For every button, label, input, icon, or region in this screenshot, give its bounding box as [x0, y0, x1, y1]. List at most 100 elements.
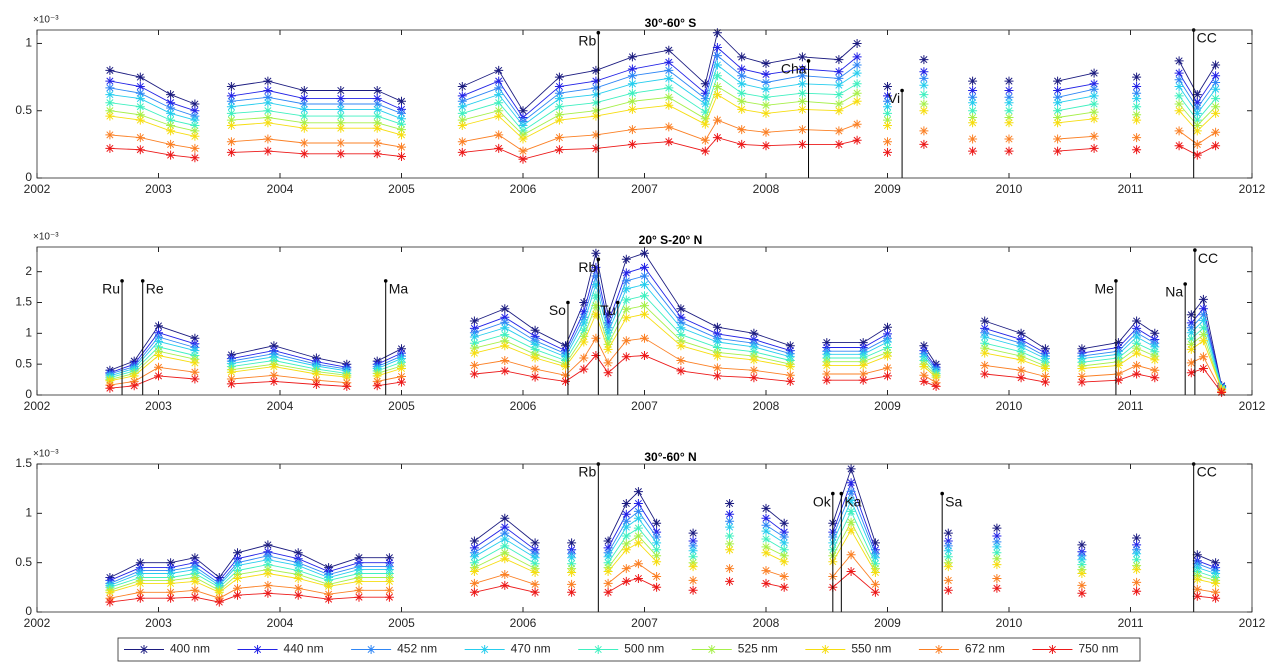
marker: [263, 146, 273, 156]
marker: [621, 516, 631, 526]
marker: [135, 115, 145, 125]
marker: [469, 332, 479, 342]
event-label: Ok: [813, 493, 832, 509]
marker: [737, 88, 747, 98]
y-tick-label: 1: [25, 326, 32, 340]
marker: [852, 135, 862, 145]
legend-label: 550 nm: [851, 642, 891, 656]
marker: [1192, 584, 1202, 594]
marker: [591, 301, 601, 311]
marker: [779, 532, 789, 542]
marker: [214, 597, 224, 607]
marker: [603, 339, 613, 349]
chart-title: 30°-60° S: [645, 16, 697, 30]
marker: [725, 522, 735, 532]
marker: [652, 557, 662, 567]
marker: [652, 572, 662, 581]
marker: [968, 92, 978, 102]
marker: [500, 513, 510, 523]
marker: [749, 355, 759, 365]
marker: [591, 98, 601, 108]
marker: [1053, 146, 1063, 156]
marker: [883, 108, 892, 118]
marker: [652, 551, 662, 561]
marker: [226, 147, 236, 157]
marker: [105, 106, 115, 116]
marker: [190, 115, 200, 125]
marker: [1004, 113, 1014, 122]
marker: [397, 152, 406, 161]
event-dot: [1183, 282, 1187, 286]
marker: [591, 106, 601, 116]
marker: [779, 557, 789, 567]
marker: [640, 271, 649, 281]
plot-area: [37, 30, 1252, 178]
marker: [263, 98, 273, 108]
x-tick-label: 2006: [510, 616, 537, 630]
chart-title: 20° S-20° N: [639, 233, 703, 247]
marker: [397, 130, 406, 140]
plot-frame: [36, 29, 1253, 179]
marker: [676, 304, 686, 314]
marker: [518, 154, 528, 164]
marker: [1077, 555, 1087, 565]
marker: [603, 310, 613, 320]
marker: [676, 317, 686, 327]
marker: [342, 381, 352, 391]
marker: [1016, 342, 1026, 352]
marker: [1132, 115, 1142, 125]
marker: [852, 96, 862, 106]
marker: [591, 262, 601, 272]
marker: [1211, 127, 1221, 137]
marker: [135, 102, 145, 112]
marker: [1132, 549, 1142, 559]
marker: [1053, 134, 1063, 144]
marker: [166, 103, 176, 113]
marker: [1053, 106, 1063, 116]
x-tick-label: 2006: [510, 182, 537, 196]
marker: [299, 104, 309, 114]
marker: [233, 574, 242, 583]
marker: [846, 464, 856, 474]
marker: [621, 336, 631, 346]
event-dot: [839, 491, 844, 496]
marker: [992, 554, 1002, 564]
marker: [858, 369, 868, 379]
marker: [190, 367, 200, 377]
marker: [591, 333, 601, 343]
y-tick-label: 0.5: [15, 356, 32, 370]
marker: [500, 548, 510, 558]
marker: [384, 585, 394, 595]
marker: [263, 540, 273, 550]
event-label: Ru: [102, 281, 120, 297]
marker: [397, 125, 406, 135]
marker: [1211, 587, 1221, 597]
marker: [919, 362, 929, 372]
marker: [883, 147, 892, 157]
marker: [263, 569, 273, 578]
marker: [870, 559, 880, 569]
marker: [1174, 91, 1184, 101]
marker: [1192, 90, 1202, 100]
y-tick-label: 0.5: [15, 555, 32, 569]
marker: [1150, 365, 1160, 375]
marker: [293, 590, 303, 600]
marker: [457, 96, 467, 106]
marker: [676, 356, 686, 365]
marker: [1040, 372, 1050, 381]
marker: [269, 376, 279, 386]
marker: [688, 585, 698, 595]
marker: [500, 336, 510, 346]
marker: [500, 541, 510, 551]
marker: [700, 135, 710, 145]
marker: [1132, 145, 1142, 155]
marker: [1198, 352, 1208, 362]
marker: [372, 381, 382, 391]
marker: [1211, 71, 1221, 81]
marker: [652, 545, 662, 555]
marker: [336, 138, 346, 148]
marker: [554, 102, 564, 112]
marker: [1211, 593, 1221, 603]
marker: [627, 104, 637, 114]
marker: [1132, 577, 1142, 587]
